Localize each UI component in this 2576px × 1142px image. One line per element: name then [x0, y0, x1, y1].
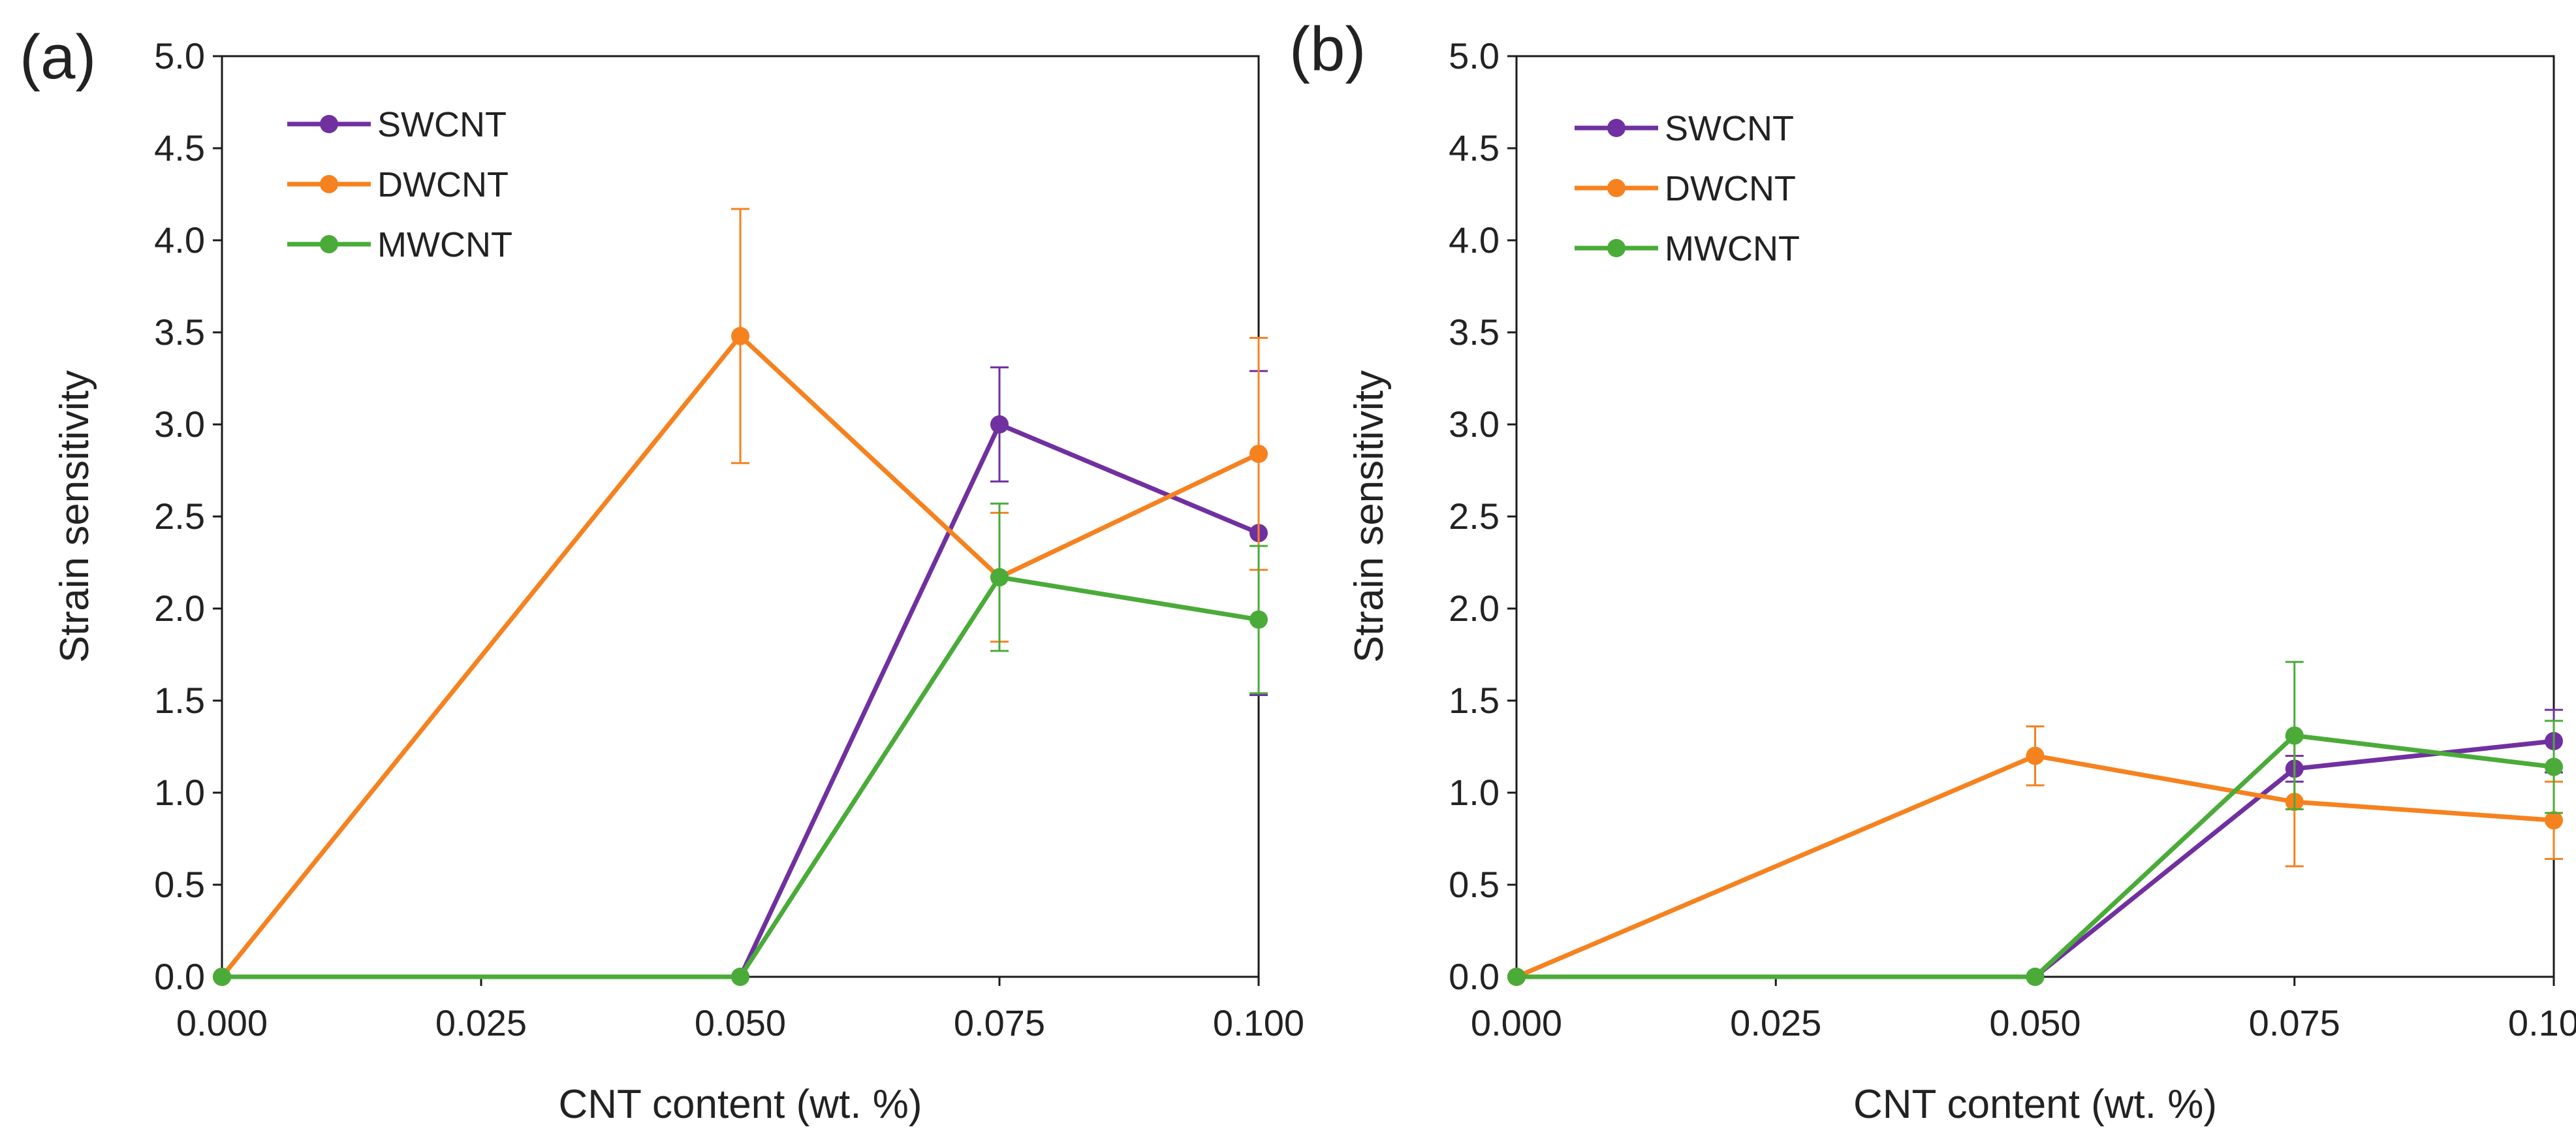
legend-marker-swcnt	[320, 115, 338, 133]
y-tick-label: 0.0	[1449, 956, 1500, 997]
y-tick-label: 0.5	[154, 864, 205, 905]
legend-marker-dwcnt	[1607, 179, 1626, 197]
y-tick-label: 2.5	[1449, 496, 1500, 537]
y-tick-label: 2.0	[154, 588, 205, 629]
y-tick-label: 3.5	[154, 311, 205, 353]
legend-marker-mwcnt	[320, 235, 338, 253]
x-tick-label: 0.075	[954, 1002, 1045, 1043]
y-tick-label: 1.0	[154, 772, 205, 813]
data-point-dwcnt	[2026, 746, 2045, 765]
chart-panel-a: (a) 0.0 0.5 1.0 1.5 2.0 2.5 3.0 3.5 4.0 4.5 5.0 0.00…	[20, 22, 1304, 1127]
y-tick-label: 1.5	[154, 680, 205, 721]
panel-label: (a)	[20, 22, 96, 92]
series-line-swcnt	[222, 422, 1260, 979]
x-axis-title: CNT content (wt. %)	[1853, 1082, 2217, 1127]
legend-label-swcnt: SWCNT	[1665, 109, 1794, 148]
series-line-dwcnt	[1515, 753, 2554, 979]
y-tick-label: 0.5	[1449, 864, 1500, 905]
y-tick-label: 2.5	[154, 496, 205, 537]
legend-marker-dwcnt	[320, 175, 338, 193]
data-point-dwcnt	[731, 326, 749, 345]
chart-panel-b: (b) 0.0 0.5 1.0 1.5 2.0 2.5 3.0 3.5 4.0 4.5 5.0 0.00…	[1289, 14, 2576, 1127]
x-tick-label: 0.000	[1471, 1002, 1562, 1043]
data-point-mwcnt	[2545, 757, 2563, 776]
y-tick-label: 3.5	[1449, 311, 1500, 353]
series-mwcnt	[213, 502, 1268, 986]
series-line-mwcnt	[1516, 733, 2554, 979]
series-line-dwcnt	[220, 334, 1260, 979]
x-tick-label: 0.075	[2249, 1002, 2340, 1043]
series-line-mwcnt	[222, 575, 1259, 979]
y-tick-label: 1.5	[1449, 680, 1500, 721]
data-point-mwcnt	[1507, 968, 1526, 986]
x-tick-label: 0.000	[176, 1002, 268, 1043]
data-point-dwcnt	[1249, 445, 1268, 464]
series-dwcnt	[1507, 725, 2563, 986]
y-tick-label: 5.0	[1449, 35, 1500, 76]
y-tick-label: 4.0	[1449, 219, 1500, 261]
x-tick-label: 0.100	[2508, 1002, 2576, 1043]
legend-label-dwcnt: DWCNT	[1665, 169, 1796, 208]
y-tick-label: 4.5	[154, 127, 205, 168]
data-point-mwcnt	[990, 568, 1009, 587]
y-axis-title: Strain sensitivity	[52, 370, 97, 663]
legend-marker-mwcnt	[1607, 239, 1626, 257]
data-point-dwcnt	[2545, 811, 2563, 830]
data-point-mwcnt	[2026, 968, 2045, 986]
data-point-swcnt	[990, 415, 1009, 434]
legend-label-swcnt: SWCNT	[377, 105, 507, 144]
data-point-mwcnt	[213, 968, 231, 986]
legend-marker-swcnt	[1607, 119, 1626, 137]
y-tick-label: 3.0	[1449, 404, 1500, 445]
x-axis-title: CNT content (wt. %)	[558, 1082, 922, 1127]
legend-label-mwcnt: MWCNT	[1665, 229, 1800, 268]
y-tick-label: 2.0	[1449, 588, 1500, 629]
x-tick-label: 0.025	[435, 1002, 527, 1043]
y-axis-title: Strain sensitivity	[1347, 370, 1392, 663]
data-point-mwcnt	[2285, 726, 2304, 745]
series-mwcnt	[1507, 661, 2563, 986]
data-point-mwcnt	[1249, 610, 1268, 629]
y-tick-label: 3.0	[154, 404, 205, 445]
y-tick-label: 4.5	[1449, 127, 1500, 168]
legend-label-mwcnt: MWCNT	[377, 225, 512, 264]
y-tick-label: 5.0	[154, 35, 205, 76]
y-tick-label: 0.0	[154, 956, 205, 997]
y-tick-label: 4.0	[154, 219, 205, 261]
y-tick-label: 1.0	[1449, 772, 1500, 813]
x-tick-label: 0.050	[1989, 1002, 2081, 1043]
data-point-mwcnt	[731, 968, 749, 986]
panel-label: (b)	[1289, 14, 1366, 84]
x-tick-label: 0.100	[1213, 1002, 1304, 1043]
legend-label-dwcnt: DWCNT	[377, 165, 509, 204]
x-tick-label: 0.025	[1730, 1002, 1821, 1043]
x-tick-label: 0.050	[695, 1002, 786, 1043]
